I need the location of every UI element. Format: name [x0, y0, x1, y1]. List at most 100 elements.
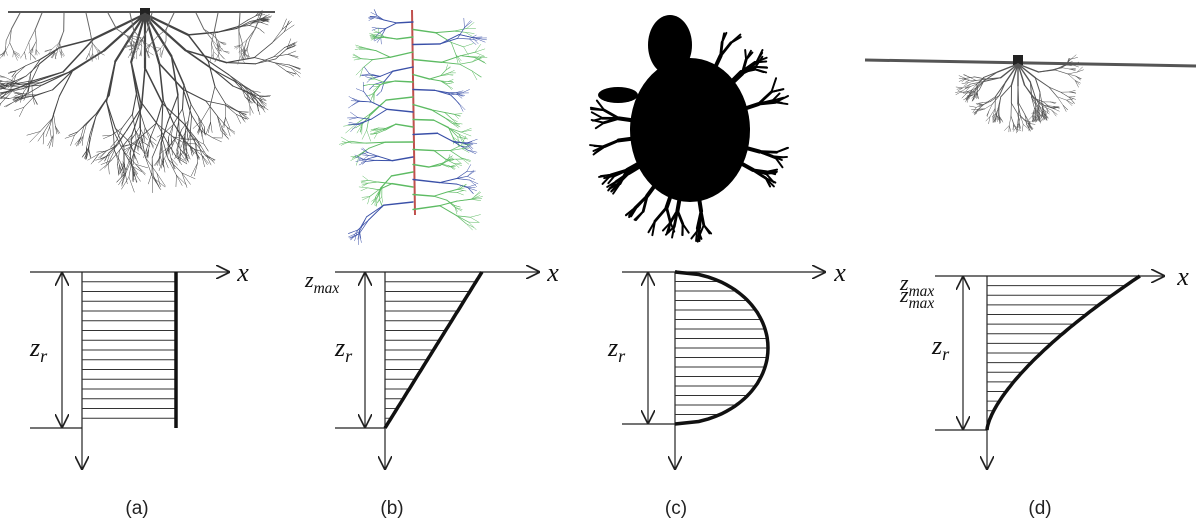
root: [287, 54, 299, 57]
root: [957, 87, 964, 92]
root: [250, 93, 263, 97]
root: [358, 161, 366, 166]
root: [602, 116, 621, 125]
root: [140, 112, 146, 129]
root: [653, 206, 668, 223]
root: [289, 64, 300, 70]
root: [28, 29, 36, 43]
root: [1062, 67, 1070, 70]
root: [217, 115, 222, 132]
root: [48, 135, 54, 149]
root: [181, 172, 188, 188]
root: [474, 37, 487, 41]
root: [190, 162, 198, 177]
root: [129, 50, 133, 56]
root: [286, 45, 296, 50]
root: [31, 63, 40, 81]
root: [108, 163, 110, 175]
root: [472, 55, 480, 63]
root: [434, 89, 449, 94]
root: [41, 71, 71, 86]
root: [671, 225, 676, 239]
root: [756, 90, 773, 106]
root: [243, 47, 248, 53]
root: [375, 78, 385, 83]
panel: x zr (a): [29, 258, 249, 519]
root: [284, 42, 296, 48]
root: [369, 189, 380, 197]
caption: (d): [1028, 498, 1051, 519]
root: [354, 229, 358, 242]
root: [1067, 73, 1077, 77]
root: [226, 126, 236, 133]
root: [126, 35, 131, 44]
root: [695, 209, 703, 230]
root: [87, 153, 100, 161]
root: [89, 115, 97, 135]
root: [203, 28, 214, 36]
root: [454, 207, 462, 212]
root: [257, 97, 267, 102]
root: [119, 165, 125, 177]
root: [260, 22, 269, 26]
root: [370, 74, 376, 80]
root: [445, 66, 451, 71]
root: [439, 34, 460, 45]
root: [158, 62, 185, 91]
root: [183, 123, 198, 141]
root: [969, 105, 977, 108]
root: [244, 53, 247, 60]
root: [9, 81, 17, 89]
root: [172, 136, 182, 151]
root: [447, 85, 452, 90]
root: [463, 43, 474, 48]
root: [633, 194, 649, 210]
root: [675, 187, 684, 213]
root: [997, 108, 1000, 118]
root: [209, 106, 211, 123]
root: [160, 142, 162, 158]
root: [224, 104, 237, 115]
root: [135, 36, 142, 42]
root: [1028, 115, 1033, 120]
root: [412, 178, 441, 184]
root: [1023, 119, 1031, 123]
root: [259, 103, 269, 111]
root: [26, 131, 41, 136]
root: [370, 33, 377, 36]
root: [214, 86, 226, 104]
root: [1017, 116, 1021, 126]
root: [180, 149, 190, 157]
root: [47, 135, 54, 146]
root-image-d: [864, 54, 1197, 134]
root: [201, 130, 213, 139]
root: [249, 25, 259, 29]
root: [99, 163, 109, 171]
root: [369, 35, 377, 37]
root: [1039, 116, 1043, 122]
root: [290, 67, 301, 78]
root: [120, 163, 128, 171]
root: [44, 48, 53, 52]
root: [1066, 62, 1072, 65]
root: [258, 95, 266, 101]
root: [174, 154, 185, 161]
root: [460, 157, 470, 165]
root: [968, 80, 977, 83]
root: [110, 149, 120, 161]
root: [357, 229, 360, 240]
root: [190, 104, 199, 118]
root: [123, 45, 132, 48]
root: [1062, 104, 1067, 112]
root: [364, 67, 370, 75]
root: [39, 47, 61, 60]
root: [184, 140, 188, 151]
root: [29, 131, 41, 143]
root: [211, 54, 216, 62]
root: [102, 135, 112, 137]
root: [1044, 110, 1050, 115]
root: [358, 231, 360, 245]
root: [105, 100, 114, 132]
root: [1017, 63, 1032, 83]
root: [606, 180, 618, 188]
